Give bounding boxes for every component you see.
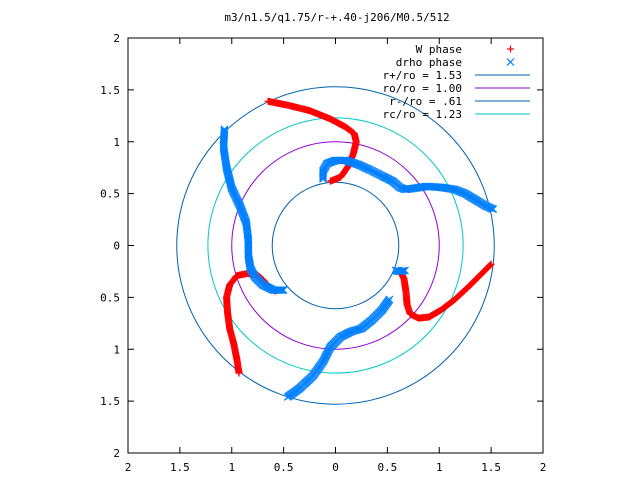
legend-marker-series-1 [506, 58, 515, 66]
series-1-point-0-139 [279, 286, 288, 295]
legend-marker-series-0 [507, 45, 514, 53]
y-tick-label-6: 1 [113, 343, 120, 356]
x-tick-label-7: 1.5 [481, 461, 501, 474]
circle-2 [271, 181, 400, 310]
series-1-arm-0 [219, 125, 288, 295]
circle-1 [231, 141, 440, 350]
series-1 [219, 125, 498, 401]
series-1-arm-2 [391, 266, 409, 276]
y-tick-label-2: 1 [113, 136, 120, 149]
series-0-point-0-144 [326, 177, 334, 185]
y-tick-label-1: 1.5 [100, 84, 120, 97]
series-0-arm-2 [223, 270, 279, 377]
series-1-point-0-137 [277, 286, 285, 295]
x-tick-label-5: 0.5 [377, 461, 397, 474]
reference-circles [176, 86, 495, 405]
y-tick-label-4: 0 [113, 240, 120, 253]
x-tick-label-0: 2 [125, 461, 132, 474]
series-1-point-3-145 [489, 205, 498, 214]
circle-3 [207, 117, 464, 374]
series-1-point-1-109 [385, 295, 394, 304]
y-tick-label-5: 0.5 [100, 291, 120, 304]
y-tick-label-7: 1.5 [100, 395, 120, 408]
x-tick-label-6: 1 [436, 461, 443, 474]
plot-frame [127, 37, 544, 454]
y-tick-label-3: 0.5 [100, 188, 120, 201]
series-1-point-0-138 [278, 286, 287, 295]
legend-label-circle-0: r+/ro = 1.53 [383, 69, 462, 82]
legend-label-circle-1: ro/ro = 1.00 [383, 82, 462, 95]
series-0 [223, 97, 495, 377]
series-0-arm-1 [396, 260, 495, 322]
axis-ticks: 2 1.5 1 0.5 0 0.5 1 1.5 221.510.500.511.52 [100, 32, 546, 474]
series-0-arm-0 [264, 97, 360, 185]
x-tick-label-4: 0 [332, 461, 339, 474]
y-tick-label-8: 2 [113, 447, 120, 460]
y-tick-label-0: 2 [113, 32, 120, 45]
legend-label-series-1: drho phase [396, 56, 462, 69]
x-tick-label-8: 2 [540, 461, 547, 474]
series-1-arm-3 [319, 156, 498, 214]
legend-label-circle-2: r-/ro = .61 [389, 95, 462, 108]
series-1-arm-1 [283, 295, 394, 401]
series-1-point-2-8 [391, 266, 400, 275]
legend-label-series-0: W phase [416, 43, 462, 56]
x-tick-label-3: 0.5 [274, 461, 294, 474]
x-tick-label-1: 1.5 [170, 461, 190, 474]
chart-title: m3/n1.5/q1.75/r-+.40-j206/M0.5/512 [224, 11, 449, 24]
circle-0 [176, 86, 495, 405]
x-tick-label-2: 1 [228, 461, 235, 474]
legend-label-circle-3: rc/ro = 1.23 [383, 108, 462, 121]
data-series [219, 97, 498, 401]
